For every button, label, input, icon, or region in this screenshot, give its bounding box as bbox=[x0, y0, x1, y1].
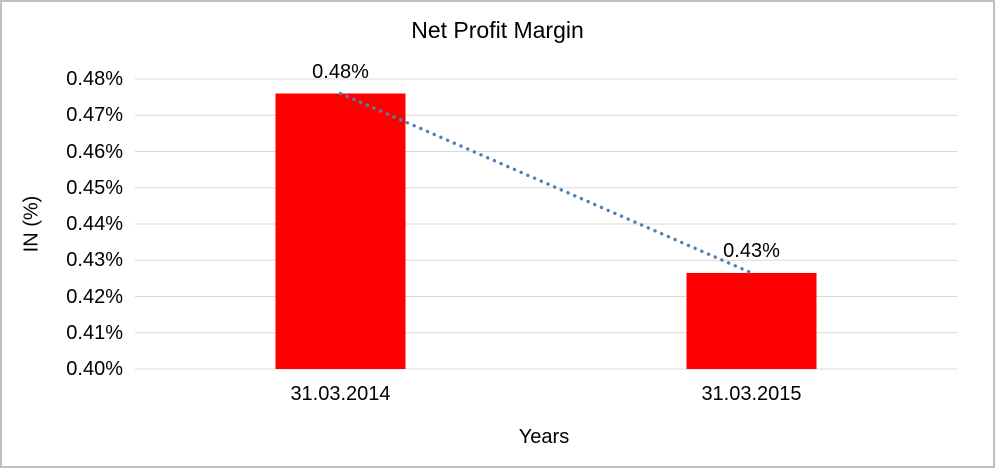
y-tick-label: 0.46% bbox=[66, 140, 123, 163]
y-tick-label: 0.41% bbox=[66, 321, 123, 344]
x-axis-title: Years bbox=[518, 426, 570, 448]
y-tick-label: 0.40% bbox=[66, 358, 123, 380]
bar-data-label: 0.48% bbox=[312, 60, 369, 83]
chart-title: Net Profit Margin bbox=[411, 17, 584, 43]
y-tick-label: 0.42% bbox=[66, 285, 123, 308]
y-tick-label: 0.43% bbox=[66, 249, 123, 272]
y-tick-label: 0.47% bbox=[66, 104, 123, 127]
bar-data-label: 0.43% bbox=[723, 239, 780, 262]
bar bbox=[686, 272, 817, 369]
trendline bbox=[338, 91, 754, 275]
x-tick-label: 31.03.2014 bbox=[290, 383, 391, 405]
bar bbox=[275, 93, 406, 369]
y-tick-label: 0.48% bbox=[66, 68, 123, 90]
x-tick-label: 31.03.2015 bbox=[701, 383, 802, 405]
y-tick-label: 0.44% bbox=[66, 213, 123, 235]
y-tick-label: 0.45% bbox=[66, 176, 123, 199]
